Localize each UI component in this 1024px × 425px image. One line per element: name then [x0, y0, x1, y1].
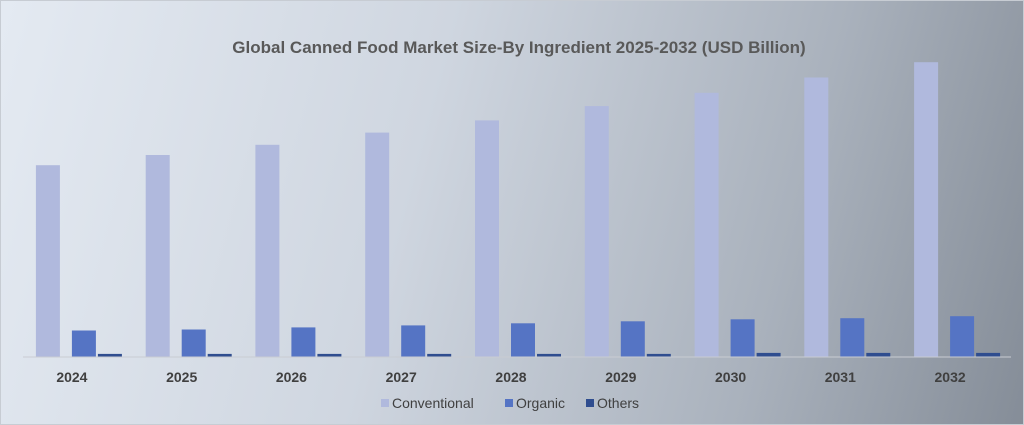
x-tick-label-2026: 2026	[276, 369, 307, 385]
bar-conventional-2025	[145, 155, 170, 357]
legend-label-others: Others	[597, 395, 639, 411]
bar-organic-2032	[950, 316, 975, 357]
bar-conventional-2024	[35, 165, 60, 357]
x-tick-label-2031: 2031	[825, 369, 856, 385]
bar-conventional-2027	[365, 132, 390, 357]
legend-swatch-conventional	[381, 399, 389, 407]
x-tick-label-2029: 2029	[605, 369, 636, 385]
legend: Conventional Organic Others	[381, 395, 639, 411]
legend-label-conventional: Conventional	[392, 395, 474, 411]
legend-item-others: Others	[586, 395, 639, 411]
bar-organic-2029	[620, 321, 645, 357]
bar-others-2025	[207, 353, 232, 357]
legend-label-organic: Organic	[516, 395, 565, 411]
bar-others-2031	[866, 352, 891, 357]
bar-others-2026	[317, 353, 342, 357]
bars-layer	[35, 62, 1001, 358]
x-axis-ticks: 2024 2025 2026 2027 2028 2029 2030 2031 2032	[56, 369, 966, 385]
bar-organic-2028	[511, 323, 535, 357]
legend-item-organic: Organic	[505, 395, 565, 411]
bar-conventional-2030	[694, 92, 719, 358]
bar-organic-2026	[291, 327, 316, 357]
bar-others-2027	[427, 353, 452, 357]
bar-conventional-2031	[804, 77, 829, 357]
bar-conventional-2029	[584, 106, 609, 357]
x-tick-label-2025: 2025	[166, 369, 197, 385]
x-tick-label-2030: 2030	[715, 369, 746, 385]
legend-swatch-organic	[505, 399, 513, 407]
x-tick-label-2024: 2024	[56, 369, 87, 385]
legend-item-conventional: Conventional	[381, 395, 474, 411]
bar-organic-2027	[401, 325, 426, 357]
bar-organic-2025	[181, 329, 206, 357]
x-tick-label-2027: 2027	[386, 369, 417, 385]
legend-swatch-others	[586, 399, 594, 407]
x-tick-label-2032: 2032	[935, 369, 966, 385]
bar-others-2024	[97, 353, 122, 357]
bar-others-2028	[537, 353, 561, 357]
bar-organic-2031	[840, 318, 865, 357]
bar-conventional-2028	[475, 120, 499, 358]
bar-others-2030	[756, 352, 781, 357]
x-tick-label-2028: 2028	[495, 369, 526, 385]
bar-organic-2030	[730, 319, 755, 357]
bar-conventional-2026	[255, 144, 280, 357]
bar-organic-2024	[71, 330, 96, 357]
bar-others-2029	[646, 353, 671, 357]
bar-conventional-2032	[914, 62, 939, 357]
bar-others-2032	[976, 352, 1001, 357]
chart-title: Global Canned Food Market Size-By Ingred…	[232, 38, 805, 57]
